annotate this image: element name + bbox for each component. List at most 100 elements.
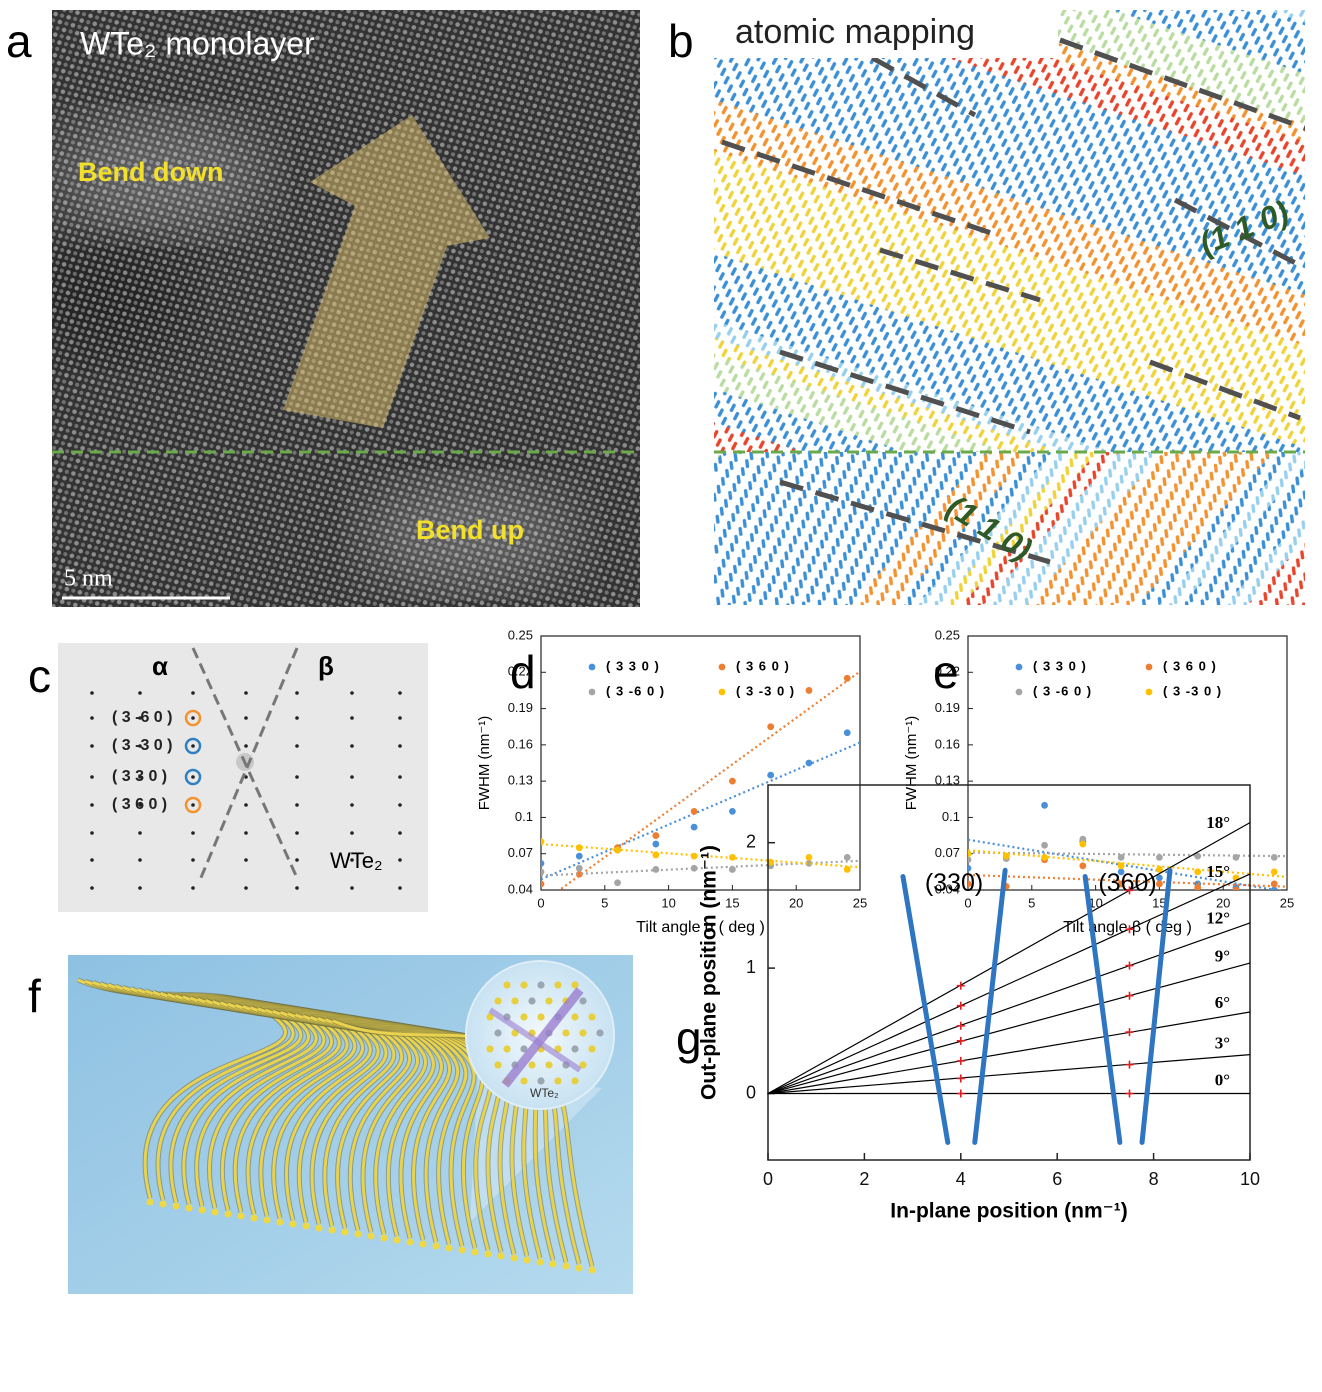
inset-atom — [554, 981, 561, 988]
chart: 0.040.070.10.130.160.190.220.25051015202… — [476, 627, 867, 936]
edge-atom — [459, 1247, 466, 1254]
y-tick-label: 0.16 — [508, 736, 533, 751]
data-point — [844, 866, 851, 873]
data-point — [806, 687, 813, 694]
legend-label: ( 3 3 0 ) — [606, 658, 660, 673]
data-point — [691, 853, 698, 860]
y-tick-label: 1 — [746, 957, 756, 977]
inset-atom — [571, 1013, 578, 1020]
data-point — [1233, 887, 1240, 894]
diffraction-spot — [90, 803, 94, 807]
annotation: Bend up — [416, 515, 524, 545]
data-point — [729, 866, 736, 873]
angle-label: 12° — [1206, 908, 1230, 927]
plot-frame — [768, 785, 1250, 1160]
inset-atom — [579, 1029, 586, 1036]
inset-atom — [528, 1061, 535, 1068]
legend-marker — [589, 664, 596, 671]
cross-marker — [1126, 1090, 1134, 1098]
edge-atom — [576, 1265, 583, 1272]
data-point — [1041, 854, 1048, 861]
x-tick-label: 10 — [661, 895, 675, 910]
diffraction-spot — [138, 886, 142, 890]
tilt-line — [768, 923, 1250, 1094]
data-point — [844, 729, 851, 736]
inset-atom — [588, 1013, 595, 1020]
diffraction-spot — [350, 831, 354, 835]
data-point — [1194, 884, 1201, 891]
x-tick-label: 25 — [1280, 895, 1294, 910]
data-point — [538, 881, 545, 888]
reflection-line — [903, 870, 1005, 1142]
diffraction-spot — [244, 858, 248, 862]
edge-atom — [212, 1209, 219, 1216]
edge-atom — [251, 1215, 258, 1222]
panel-label: d — [510, 646, 536, 698]
legend-label: ( 3 -6 0 ) — [1033, 683, 1092, 698]
inset-atom — [494, 997, 501, 1004]
diffraction-spot — [398, 775, 402, 779]
inset-label: WTe₂ — [530, 1086, 559, 1100]
y-tick-label: 0.19 — [508, 700, 533, 715]
edge-atom — [550, 1261, 557, 1268]
edge-atom — [238, 1213, 245, 1220]
edge-atom — [563, 1263, 570, 1270]
edge-atom — [303, 1223, 310, 1230]
diffraction-spot — [398, 803, 402, 807]
mapping-band — [700, 0, 1320, 11]
legend-marker — [589, 689, 596, 696]
data-point — [1118, 854, 1125, 861]
inset-atom — [537, 981, 544, 988]
diffraction-spot — [191, 744, 195, 748]
series-label: (330) — [925, 869, 983, 897]
legend-marker — [1146, 689, 1153, 696]
diffraction-spot — [398, 858, 402, 862]
diffraction-spot — [191, 691, 195, 695]
edge-atom — [277, 1219, 284, 1226]
y-tick-label: 0.25 — [935, 627, 960, 642]
inset-atom — [503, 1045, 510, 1052]
panel-label: a — [6, 15, 32, 67]
mapping-band — [700, 605, 1320, 827]
data-point — [1156, 881, 1163, 888]
inset-atom — [537, 1013, 544, 1020]
direction-label: α — [152, 651, 168, 681]
inset-atom — [588, 1045, 595, 1052]
data-point — [806, 760, 813, 767]
angle-label: 0° — [1215, 1070, 1230, 1089]
data-point — [1041, 802, 1048, 809]
y-tick-label: 0.19 — [935, 700, 960, 715]
diffraction-spot — [295, 775, 299, 779]
y-tick-label: 0.25 — [508, 627, 533, 642]
edge-atom — [316, 1225, 323, 1232]
mapping-band — [700, 622, 1320, 844]
diffraction-spot — [244, 744, 248, 748]
x-tick-label: 2 — [859, 1169, 869, 1189]
diffraction-spot — [350, 886, 354, 890]
y-tick-label: 0.16 — [935, 736, 960, 751]
data-point — [652, 841, 659, 848]
edge-atom — [589, 1267, 596, 1274]
legend-label: ( 3 -3 0 ) — [736, 683, 795, 698]
data-point — [1079, 841, 1086, 848]
data-point — [729, 854, 736, 861]
data-point — [652, 866, 659, 873]
panel-label: b — [668, 15, 694, 67]
edge-atom — [160, 1201, 167, 1208]
edge-atom — [368, 1233, 375, 1240]
x-axis-label: Tilt angle β ( deg ) — [1063, 919, 1192, 936]
diffraction-spot — [398, 691, 402, 695]
data-point — [1271, 868, 1278, 875]
data-point — [1003, 853, 1010, 860]
diffraction-spot — [90, 716, 94, 720]
x-tick-label: 5 — [1028, 895, 1035, 910]
y-tick-label: 0.04 — [508, 881, 533, 896]
edge-atom — [537, 1259, 544, 1266]
data-point — [767, 723, 774, 730]
x-tick-label: 25 — [853, 895, 867, 910]
angle-label: 6° — [1215, 993, 1230, 1012]
diffraction-spot — [244, 716, 248, 720]
diffraction-spot — [244, 691, 248, 695]
legend-label: ( 3 -3 0 ) — [1163, 683, 1222, 698]
